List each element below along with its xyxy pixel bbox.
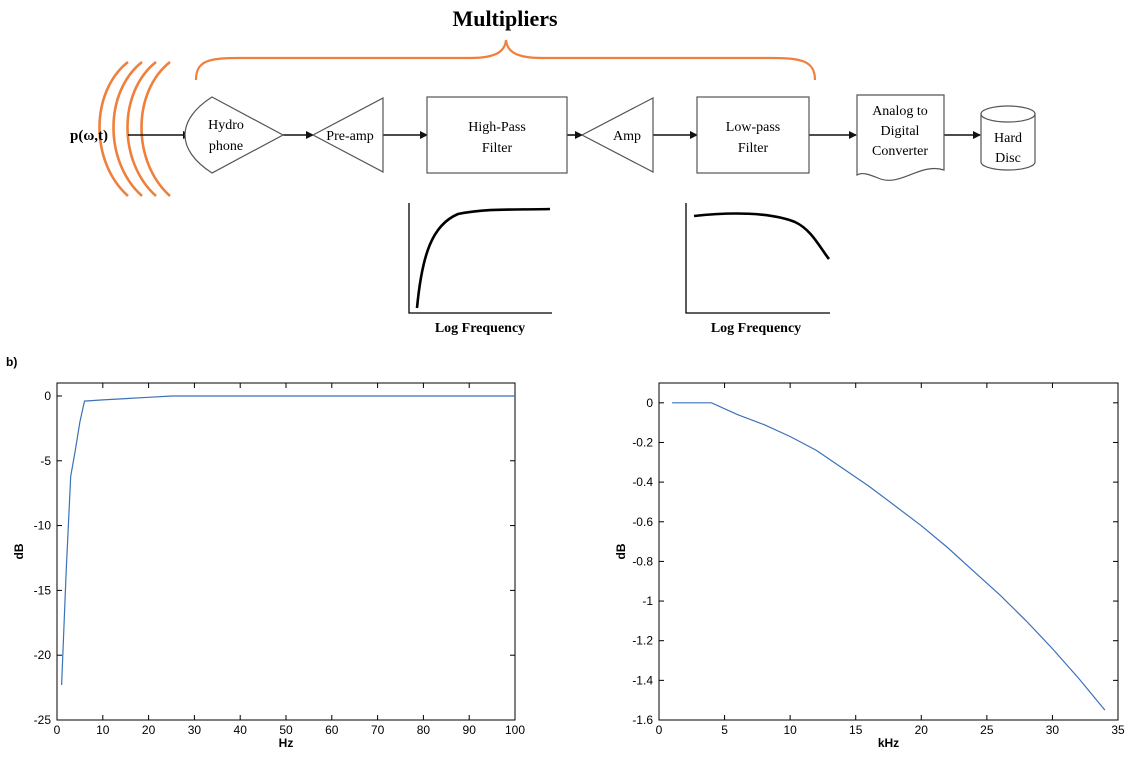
sound-wave-icon: [98, 60, 171, 197]
chart2-xtick-label: 10: [783, 723, 797, 737]
adc-label-2: Digital: [881, 124, 920, 139]
chart2-xtick-label: 30: [1046, 723, 1060, 737]
amp-label: Amp: [613, 129, 641, 144]
chart2-xtick-label: 5: [721, 723, 728, 737]
highpass-sketch-xlabel: Log Frequency: [435, 321, 525, 336]
chart1-xtick-label: 20: [142, 723, 156, 737]
lowpass-label-1: Low-pass: [726, 120, 780, 135]
multipliers-brace: [194, 39, 817, 81]
preamp-block: Pre-amp: [311, 97, 384, 173]
chart2-xtick-label: 20: [915, 723, 929, 737]
chart1-ytick-label: -25: [34, 713, 52, 727]
chart1-xlabel: Hz: [279, 736, 294, 750]
chart1-xtick-label: 70: [371, 723, 385, 737]
chart1-ytick-label: -5: [40, 454, 51, 468]
chart2-xtick-label: 0: [656, 723, 663, 737]
chart2-ytick-label: -0.2: [632, 435, 653, 449]
adc-block: Analog to Digital Converter: [856, 94, 945, 181]
adc-label-3: Converter: [872, 144, 928, 159]
chart2-ytick-label: -0.4: [632, 475, 653, 489]
chart1-series-line: [61, 395, 515, 686]
chart2-ytick-label: -1.4: [632, 673, 653, 687]
chart2-ylabel: dB: [614, 543, 628, 559]
chart1-plot-frame: [56, 382, 516, 721]
chart1-xtick-label: 50: [279, 723, 293, 737]
chart2-xtick-label: 15: [849, 723, 863, 737]
chart2-xlabel: kHz: [878, 736, 899, 750]
hydrophone-block: Hydro phone: [184, 96, 285, 174]
hard-disc-label-2: Disc: [995, 151, 1021, 166]
chart2-series-line: [672, 402, 1106, 711]
hydrophone-label-1: Hydro: [208, 118, 244, 133]
chart1-xtick-label: 80: [417, 723, 431, 737]
hard-disc-label-1: Hard: [994, 131, 1022, 146]
lowpass-chart: 0 5 10 15 20 25 30 35 0 -0.2 -0.4 -0.6 -0.8 -1 -1.2 -1.…: [614, 382, 1125, 750]
panel-label-b: b): [6, 355, 17, 369]
highpass-label-2: Filter: [482, 141, 513, 156]
hard-disc-icon: Hard Disc: [980, 105, 1036, 171]
lowpass-response-sketch: Log Frequency: [685, 203, 831, 336]
chart1-ytick-label: -10: [34, 519, 52, 533]
chart1-xtick-label: 30: [188, 723, 202, 737]
chart2-xtick-label: 25: [980, 723, 994, 737]
chart2-ytick-label: -0.8: [632, 554, 653, 568]
chart1-ytick-label: -15: [34, 583, 52, 597]
chart2-ytick-label: -0.6: [632, 515, 653, 529]
adc-label-1: Analog to: [872, 104, 928, 119]
chart2-xtick-label: 35: [1111, 723, 1125, 737]
chart2-ytick-label: -1: [642, 594, 653, 608]
chart2-plot-frame: [658, 382, 1119, 721]
highpass-filter-block: High-Pass Filter: [426, 96, 568, 174]
amp-block: Amp: [580, 97, 654, 173]
highpass-response-sketch: Log Frequency: [408, 203, 552, 336]
chart2-ytick-label: -1.2: [632, 634, 653, 648]
chart1-xtick-label: 0: [54, 723, 61, 737]
chart1-ytick-label: 0: [44, 389, 51, 403]
chart1-xtick-label: 10: [96, 723, 110, 737]
chart1-xtick-label: 40: [234, 723, 248, 737]
chart1-ytick-label: -20: [34, 648, 52, 662]
chart1-xtick-label: 60: [325, 723, 339, 737]
highpass-label-1: High-Pass: [468, 120, 526, 135]
input-signal-label: p(ω,t): [70, 128, 108, 144]
lowpass-label-2: Filter: [738, 141, 769, 156]
preamp-label: Pre-amp: [326, 129, 373, 144]
diagram-title: Multipliers: [452, 6, 558, 31]
chart2-ytick-label: 0: [646, 396, 653, 410]
highpass-chart: 0 10 20 30 40 50 60 70 80 90 100 0 -5 -10 -15 -20 -25 Hz d…: [12, 382, 525, 750]
lowpass-filter-block: Low-pass Filter: [696, 96, 810, 174]
hydrophone-label-2: phone: [209, 139, 243, 154]
lowpass-sketch-xlabel: Log Frequency: [711, 321, 801, 336]
chart2-ytick-label: -1.6: [632, 713, 653, 727]
chart1-xtick-label: 90: [463, 723, 477, 737]
chart1-ylabel: dB: [12, 543, 26, 559]
chart1-xtick-label: 100: [505, 723, 525, 737]
